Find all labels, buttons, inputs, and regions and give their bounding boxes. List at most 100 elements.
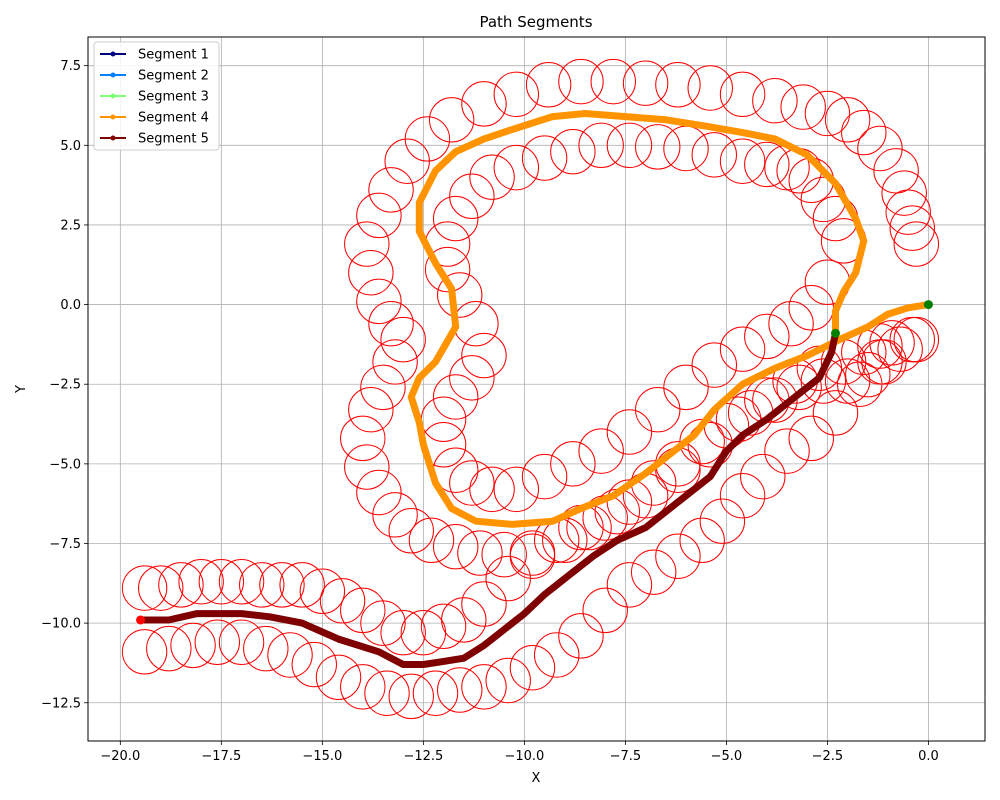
coverage-circle (315, 654, 362, 701)
x-tick-label: −12.5 (403, 749, 443, 764)
coverage-circle (356, 469, 402, 516)
legend-entry-label: Segment 1 (138, 48, 209, 63)
coverage-circle (719, 472, 766, 519)
coverage-circle (170, 622, 216, 669)
coverage-circle (788, 415, 834, 462)
plot-frame (87, 36, 986, 742)
coverage-circle (521, 453, 568, 500)
coverage-circle (340, 587, 386, 634)
y-axis-label: Y (14, 385, 29, 394)
coverage-circle (239, 562, 285, 608)
coverage-circle (449, 173, 495, 219)
x-tick-label: −2.5 (812, 749, 844, 764)
coverage-circle (412, 670, 459, 716)
coverage-circle (582, 587, 628, 634)
coverage-circle (752, 377, 798, 423)
coverage-circle (744, 313, 790, 360)
coverage-circle (299, 568, 346, 615)
coverage-circle (372, 492, 418, 538)
x-tick-label: 0.0 (918, 749, 939, 764)
coverage-circle (719, 326, 766, 372)
coverage-circle (380, 609, 426, 656)
legend-entry-label: Segment 2 (138, 69, 209, 84)
coverage-circle (469, 466, 515, 513)
coverage-circle (869, 320, 915, 366)
x-tick-label: −5.0 (711, 749, 743, 764)
y-tick-label: −12.5 (41, 696, 81, 711)
coverage-circle (348, 386, 394, 433)
x-tick-label: −20.0 (100, 749, 140, 764)
coverage-circle (634, 386, 681, 433)
coverage-circle (776, 364, 822, 411)
coverage-circle (121, 565, 168, 611)
coverage-circle (606, 409, 653, 455)
legend-box (93, 41, 220, 151)
coverage-circle (461, 581, 507, 627)
coverage-circle (740, 453, 786, 500)
coverage-circle (356, 192, 402, 239)
coverage-circle (655, 533, 701, 579)
coverage-circle (356, 278, 402, 325)
coverage-circle (424, 246, 471, 293)
legend-entry-label: Segment 3 (138, 90, 209, 105)
coverage-circle (340, 415, 386, 462)
coverage-circle (259, 562, 305, 608)
coverage-circle (699, 498, 746, 544)
coverage-circle (655, 62, 701, 108)
coverage-circle (121, 629, 168, 675)
endpoint-marker (923, 300, 933, 310)
coverage-circle (461, 664, 507, 710)
coverage-circle (606, 479, 653, 525)
coverage-circle (845, 351, 891, 398)
coverage-circle (812, 390, 859, 436)
coverage-circle (521, 135, 568, 181)
coverage-circle (893, 221, 940, 267)
coverage-circle (550, 128, 596, 175)
coverage-circle (824, 97, 871, 143)
coverage-circle (437, 272, 483, 318)
y-tick-label: 7.5 (60, 59, 81, 74)
coverage-circle (752, 77, 798, 124)
endpoint-marker (136, 615, 146, 625)
coverage-circle (319, 578, 366, 624)
coverage-circle (198, 559, 245, 605)
coverage-circle (243, 625, 289, 672)
coverage-circle (388, 673, 434, 720)
coverage-circle (279, 562, 325, 608)
coverage-circle (372, 339, 418, 385)
coverage-circle (348, 250, 394, 296)
x-tick-label: −15.0 (302, 749, 342, 764)
coverage-circle (138, 565, 184, 611)
coverage-circle (558, 58, 604, 105)
coverage-circle (457, 530, 503, 576)
coverage-circle (432, 374, 479, 420)
y-tick-label: −7.5 (49, 537, 81, 552)
coverage-circle (420, 603, 467, 650)
segment-5-line (137, 329, 839, 668)
coverage-circle (408, 517, 455, 564)
coverage-circle (485, 555, 531, 602)
coverage-circle (873, 148, 919, 194)
coverage-circle (267, 632, 313, 678)
y-tick-label: 0.0 (60, 298, 81, 313)
y-tick-label: 2.5 (60, 218, 81, 233)
coverage-circle (146, 625, 192, 672)
y-tick-label: −2.5 (49, 378, 81, 393)
coverage-circle (432, 195, 479, 242)
legend-entry-label: Segment 5 (138, 132, 209, 147)
coverage-circle (384, 138, 430, 184)
coverage-circle (764, 428, 810, 474)
coverage-circle (841, 109, 887, 156)
coverage-circle (857, 125, 903, 172)
coverage-circle (634, 124, 681, 170)
coverage-circle (218, 619, 265, 665)
legend-marker (110, 51, 116, 57)
coverage-circle (493, 466, 540, 513)
x-tick-label: −17.5 (201, 749, 241, 764)
coverage-circle (719, 71, 766, 118)
legend-marker (110, 135, 116, 141)
legend-marker (110, 72, 116, 78)
coverage-circle (364, 670, 410, 716)
legend-entry-label: Segment 4 (138, 111, 209, 126)
